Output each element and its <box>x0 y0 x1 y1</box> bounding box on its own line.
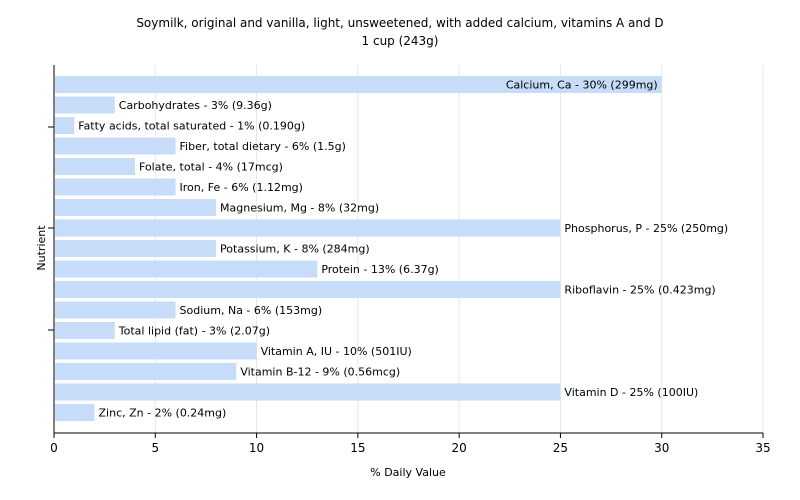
bar-label: Iron, Fe - 6% (1.12mg) <box>180 181 303 194</box>
chart-title-line-1: Soymilk, original and vanilla, light, un… <box>136 16 663 30</box>
bar-label: Vitamin B-12 - 9% (0.56mcg) <box>240 366 400 379</box>
bar <box>55 117 75 134</box>
bar <box>55 240 217 257</box>
y-axis-label: Nutrient <box>35 225 48 271</box>
bar <box>55 199 217 216</box>
bar-label: Total lipid (fat) - 3% (2.07g) <box>118 325 270 338</box>
bar-label: Carbohydrates - 3% (9.36g) <box>119 99 272 112</box>
bar-label: Phosphorus, P - 25% (250mg) <box>564 222 728 235</box>
bar-label: Potassium, K - 8% (284mg) <box>220 243 370 256</box>
bar <box>55 363 237 380</box>
x-tick-label: 35 <box>755 441 770 455</box>
bar-label: Fiber, total dietary - 6% (1.5g) <box>180 140 346 153</box>
bar <box>55 178 176 196</box>
bar <box>55 260 318 278</box>
bar-label: Riboflavin - 25% (0.423mg) <box>564 284 715 297</box>
bar <box>55 342 257 360</box>
bar <box>55 322 115 339</box>
bar-label: Magnesium, Mg - 8% (32mg) <box>220 202 379 215</box>
x-tick-label: 25 <box>553 441 568 455</box>
gridlines <box>154 65 764 433</box>
axes: 0 5 10 15 20 25 30 35 <box>48 65 771 455</box>
bar <box>55 404 95 421</box>
bar-label: Folate, total - 4% (17mcg) <box>139 161 283 174</box>
bar <box>55 158 136 175</box>
bar-label: Calcium, Ca - 30% (299mg) <box>506 79 658 92</box>
chart-title-line-2: 1 cup (243g) <box>362 34 439 48</box>
x-tick-label: 10 <box>249 441 264 455</box>
x-tick-label: 20 <box>452 441 467 455</box>
bar <box>55 219 561 237</box>
x-tick-label: 15 <box>350 441 365 455</box>
bar <box>55 76 662 93</box>
bar <box>55 96 115 114</box>
x-tick-label: 5 <box>151 441 159 455</box>
bar <box>55 383 561 401</box>
x-tick-label: 30 <box>654 441 669 455</box>
bar-label: Protein - 13% (6.37g) <box>321 263 439 276</box>
x-axis-label: % Daily Value <box>370 466 446 479</box>
bar-label: Vitamin A, IU - 10% (501IU) <box>261 345 412 358</box>
bar <box>55 281 561 298</box>
bar <box>55 301 176 319</box>
bar-label: Sodium, Na - 6% (153mg) <box>180 304 323 317</box>
x-tick-label: 0 <box>50 441 58 455</box>
bar <box>55 137 176 155</box>
bar-label: Vitamin D - 25% (100IU) <box>564 386 698 399</box>
bars: Calcium, Ca - 30% (299mg) Carbohydrates -… <box>55 76 728 421</box>
bar-label: Zinc, Zn - 2% (0.24mg) <box>99 407 227 420</box>
bar-label: Fatty acids, total saturated - 1% (0.190… <box>78 120 305 133</box>
